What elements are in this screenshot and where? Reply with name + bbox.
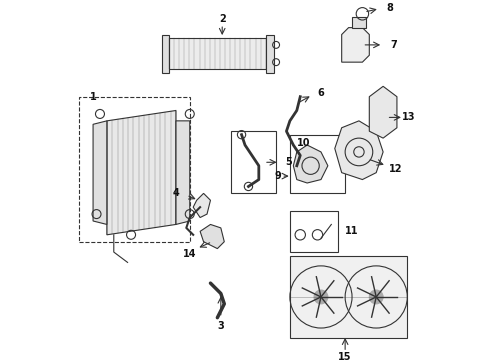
Text: 14: 14	[183, 249, 196, 259]
Polygon shape	[342, 28, 369, 62]
Text: 4: 4	[172, 188, 179, 198]
Text: 10: 10	[297, 138, 311, 148]
Text: 1: 1	[90, 92, 97, 102]
Text: 3: 3	[218, 321, 224, 331]
Text: 8: 8	[387, 3, 393, 13]
Polygon shape	[335, 121, 383, 180]
Polygon shape	[200, 224, 224, 249]
Text: 15: 15	[339, 352, 352, 360]
Bar	[266, 35, 274, 72]
Polygon shape	[107, 111, 176, 235]
Text: 11: 11	[345, 226, 359, 237]
Bar	[290, 256, 407, 338]
Bar	[290, 135, 345, 193]
Circle shape	[369, 290, 383, 304]
Bar	[352, 17, 366, 28]
Polygon shape	[93, 121, 107, 224]
Polygon shape	[294, 145, 328, 183]
Bar	[231, 131, 276, 193]
Polygon shape	[176, 121, 190, 224]
Text: 12: 12	[389, 164, 402, 174]
Text: 7: 7	[390, 40, 397, 50]
Bar	[162, 35, 169, 72]
Bar	[169, 38, 266, 69]
Text: 6: 6	[318, 88, 324, 98]
Circle shape	[314, 290, 328, 304]
Text: 5: 5	[285, 157, 292, 167]
Bar	[290, 211, 338, 252]
Polygon shape	[369, 86, 397, 138]
Polygon shape	[193, 193, 211, 217]
Text: 9: 9	[274, 171, 281, 181]
Text: 2: 2	[219, 14, 225, 24]
Bar	[79, 97, 190, 242]
Text: 13: 13	[402, 112, 416, 122]
